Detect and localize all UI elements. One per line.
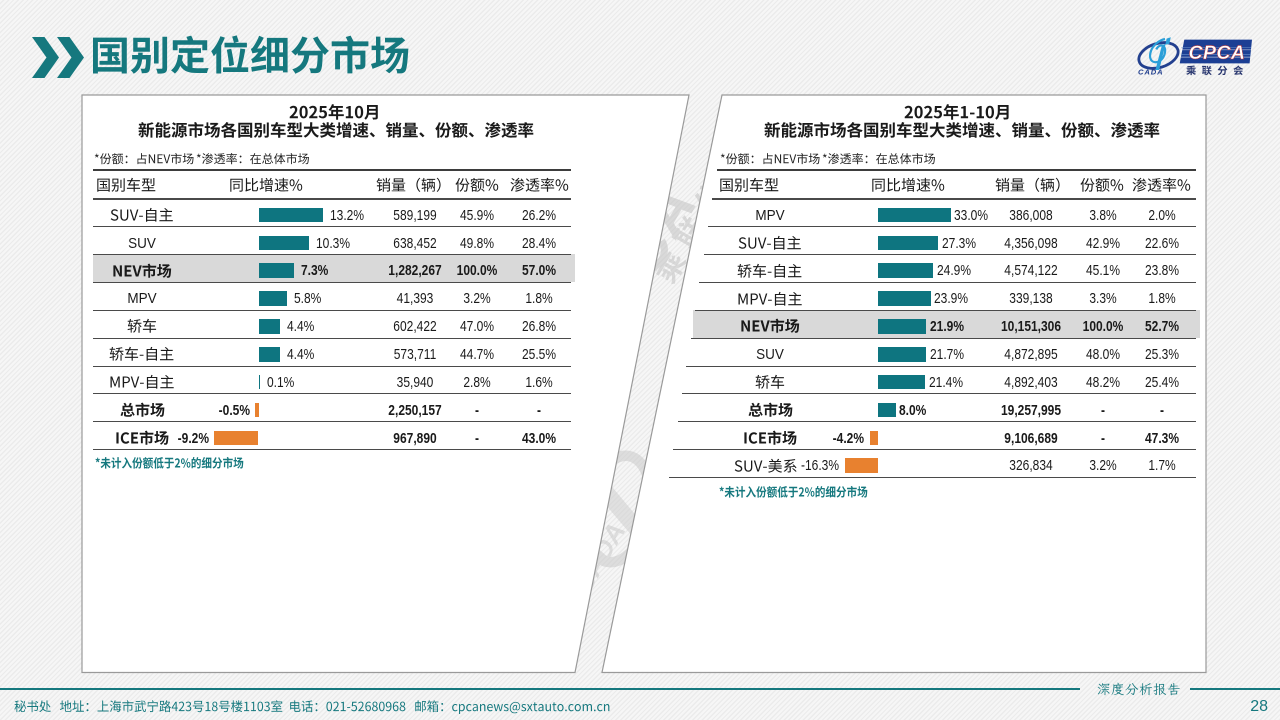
- svg-text:CADA: CADA: [1138, 68, 1164, 77]
- svg-text:CPCA: CPCA: [1189, 42, 1246, 64]
